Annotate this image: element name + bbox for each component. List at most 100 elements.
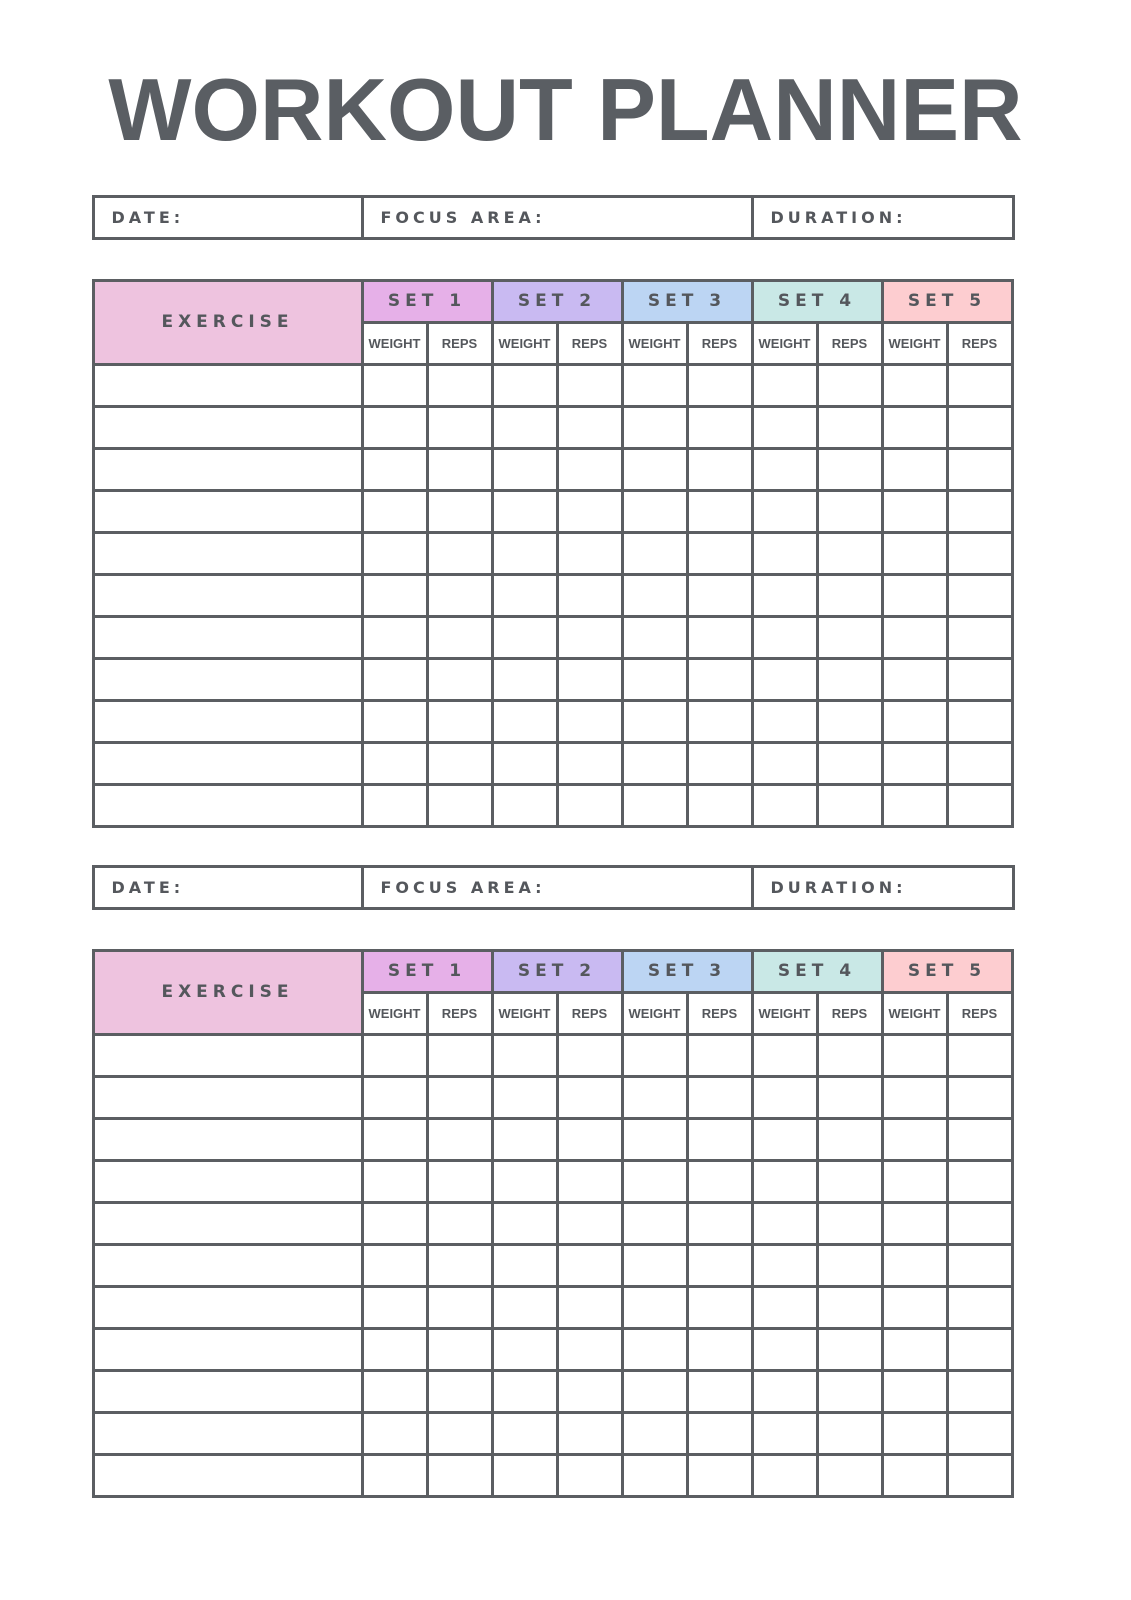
reps-cell[interactable] bbox=[425, 446, 494, 492]
weight-cell[interactable] bbox=[750, 446, 819, 492]
reps-cell[interactable] bbox=[555, 1242, 624, 1288]
weight-cell[interactable] bbox=[750, 1074, 819, 1120]
weight-cell[interactable] bbox=[620, 488, 689, 534]
weight-cell[interactable] bbox=[880, 1242, 949, 1288]
weight-cell[interactable] bbox=[880, 1410, 949, 1456]
weight-cell[interactable] bbox=[360, 530, 429, 576]
reps-cell[interactable] bbox=[555, 1116, 624, 1162]
weight-cell[interactable] bbox=[750, 404, 819, 450]
exercise-cell[interactable] bbox=[91, 362, 364, 408]
reps-cell[interactable] bbox=[555, 446, 624, 492]
weight-cell[interactable] bbox=[490, 1074, 559, 1120]
reps-cell[interactable] bbox=[555, 740, 624, 786]
weight-cell[interactable] bbox=[620, 530, 689, 576]
weight-cell[interactable] bbox=[880, 1200, 949, 1246]
weight-cell[interactable] bbox=[360, 1284, 429, 1330]
reps-cell[interactable] bbox=[685, 488, 754, 534]
exercise-cell[interactable] bbox=[91, 1116, 364, 1162]
weight-cell[interactable] bbox=[750, 1368, 819, 1414]
weight-cell[interactable] bbox=[620, 1242, 689, 1288]
reps-cell[interactable] bbox=[815, 1074, 884, 1120]
weight-cell[interactable] bbox=[750, 1116, 819, 1162]
reps-cell[interactable] bbox=[425, 362, 494, 408]
weight-cell[interactable] bbox=[880, 446, 949, 492]
reps-cell[interactable] bbox=[555, 488, 624, 534]
reps-cell[interactable] bbox=[425, 698, 494, 744]
weight-cell[interactable] bbox=[620, 782, 689, 828]
weight-cell[interactable] bbox=[490, 530, 559, 576]
weight-cell[interactable] bbox=[360, 446, 429, 492]
reps-cell[interactable] bbox=[555, 362, 624, 408]
reps-cell[interactable] bbox=[685, 1368, 754, 1414]
reps-cell[interactable] bbox=[555, 530, 624, 576]
exercise-cell[interactable] bbox=[91, 1284, 364, 1330]
reps-cell[interactable] bbox=[425, 740, 494, 786]
weight-cell[interactable] bbox=[620, 698, 689, 744]
weight-cell[interactable] bbox=[880, 1326, 949, 1372]
exercise-cell[interactable] bbox=[91, 1032, 364, 1078]
exercise-cell[interactable] bbox=[91, 1158, 364, 1204]
reps-cell[interactable] bbox=[555, 1284, 624, 1330]
exercise-cell[interactable] bbox=[91, 404, 364, 450]
reps-cell[interactable] bbox=[815, 1242, 884, 1288]
reps-cell[interactable] bbox=[685, 1452, 754, 1498]
reps-cell[interactable] bbox=[555, 1452, 624, 1498]
reps-cell[interactable] bbox=[425, 1074, 494, 1120]
date-field[interactable]: DATE: bbox=[91, 864, 364, 910]
reps-cell[interactable] bbox=[685, 698, 754, 744]
reps-cell[interactable] bbox=[815, 1158, 884, 1204]
weight-cell[interactable] bbox=[490, 488, 559, 534]
weight-cell[interactable] bbox=[490, 698, 559, 744]
reps-cell[interactable] bbox=[945, 1074, 1014, 1120]
weight-cell[interactable] bbox=[880, 362, 949, 408]
duration-field[interactable]: DURATION: bbox=[750, 194, 1015, 240]
weight-cell[interactable] bbox=[620, 1200, 689, 1246]
weight-cell[interactable] bbox=[880, 1452, 949, 1498]
reps-cell[interactable] bbox=[685, 1074, 754, 1120]
reps-cell[interactable] bbox=[425, 488, 494, 534]
weight-cell[interactable] bbox=[620, 656, 689, 702]
reps-cell[interactable] bbox=[555, 1410, 624, 1456]
exercise-cell[interactable] bbox=[91, 782, 364, 828]
reps-cell[interactable] bbox=[555, 656, 624, 702]
weight-cell[interactable] bbox=[490, 614, 559, 660]
weight-cell[interactable] bbox=[620, 1116, 689, 1162]
reps-cell[interactable] bbox=[945, 1284, 1014, 1330]
weight-cell[interactable] bbox=[880, 1032, 949, 1078]
weight-cell[interactable] bbox=[360, 1452, 429, 1498]
focus-area-field[interactable]: FOCUS AREA: bbox=[360, 194, 754, 240]
reps-cell[interactable] bbox=[555, 782, 624, 828]
weight-cell[interactable] bbox=[490, 362, 559, 408]
weight-cell[interactable] bbox=[880, 614, 949, 660]
weight-cell[interactable] bbox=[750, 1410, 819, 1456]
reps-cell[interactable] bbox=[425, 572, 494, 618]
reps-cell[interactable] bbox=[685, 1200, 754, 1246]
weight-cell[interactable] bbox=[750, 1200, 819, 1246]
exercise-cell[interactable] bbox=[91, 1242, 364, 1288]
weight-cell[interactable] bbox=[880, 740, 949, 786]
weight-cell[interactable] bbox=[620, 1326, 689, 1372]
reps-cell[interactable] bbox=[555, 1326, 624, 1372]
reps-cell[interactable] bbox=[945, 1032, 1014, 1078]
weight-cell[interactable] bbox=[750, 1242, 819, 1288]
reps-cell[interactable] bbox=[685, 1326, 754, 1372]
reps-cell[interactable] bbox=[815, 614, 884, 660]
reps-cell[interactable] bbox=[945, 656, 1014, 702]
weight-cell[interactable] bbox=[360, 1116, 429, 1162]
reps-cell[interactable] bbox=[685, 614, 754, 660]
weight-cell[interactable] bbox=[750, 1326, 819, 1372]
weight-cell[interactable] bbox=[490, 572, 559, 618]
weight-cell[interactable] bbox=[360, 656, 429, 702]
reps-cell[interactable] bbox=[945, 782, 1014, 828]
weight-cell[interactable] bbox=[750, 572, 819, 618]
weight-cell[interactable] bbox=[620, 614, 689, 660]
reps-cell[interactable] bbox=[815, 362, 884, 408]
reps-cell[interactable] bbox=[945, 362, 1014, 408]
weight-cell[interactable] bbox=[360, 1074, 429, 1120]
weight-cell[interactable] bbox=[880, 1158, 949, 1204]
reps-cell[interactable] bbox=[555, 404, 624, 450]
weight-cell[interactable] bbox=[880, 698, 949, 744]
reps-cell[interactable] bbox=[945, 740, 1014, 786]
reps-cell[interactable] bbox=[815, 1326, 884, 1372]
reps-cell[interactable] bbox=[815, 698, 884, 744]
